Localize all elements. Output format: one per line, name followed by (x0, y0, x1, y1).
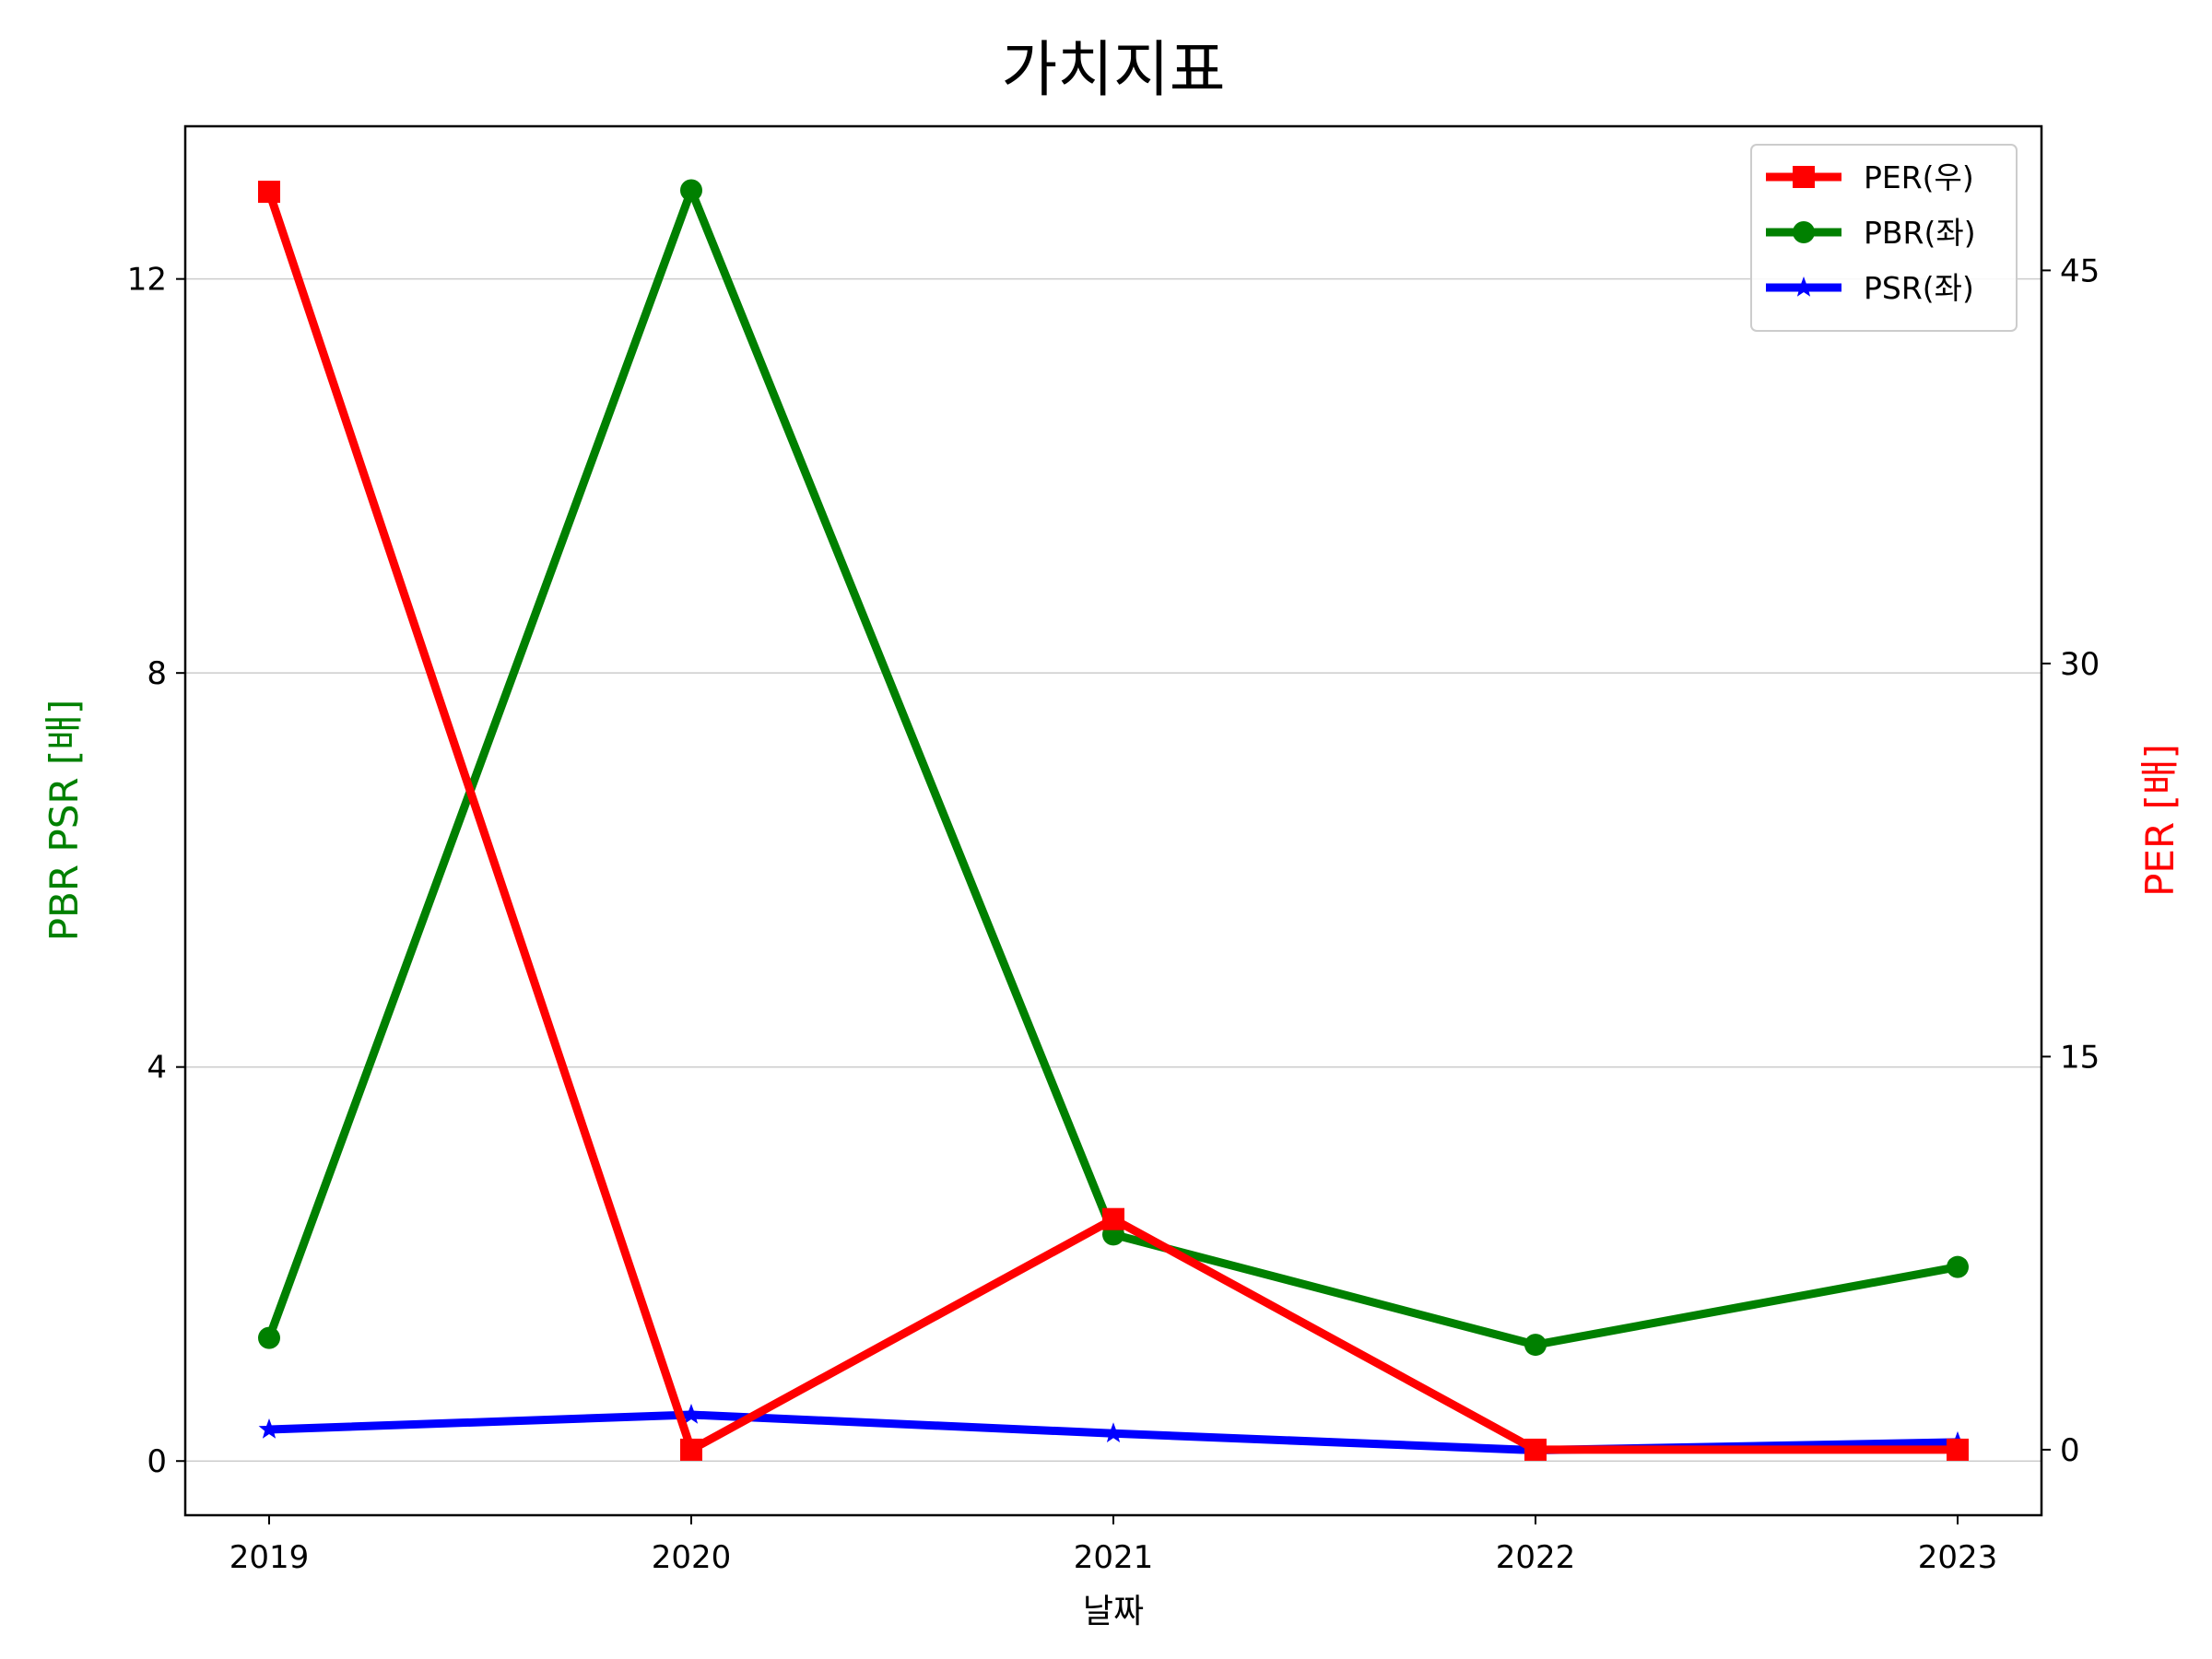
right-y-axis-label: PER [배] (2137, 744, 2183, 897)
right-y-tick-label-0: 0 (2060, 1432, 2080, 1469)
legend-swatch-marker-psr (1793, 276, 1815, 297)
data-point-per-2021 (1102, 1207, 1124, 1230)
left-y-tick-label-8: 8 (147, 655, 167, 692)
data-point-pbr-2022 (1524, 1334, 1547, 1357)
left-y-tick-label-0: 0 (147, 1443, 167, 1480)
legend-swatch-marker-pbr (1793, 221, 1815, 243)
x-axis: 2019 2020 2021 2022 2023 (229, 1515, 1998, 1576)
right-y-tick-label-45: 45 (2060, 253, 2100, 289)
right-y-axis: 0 15 30 45 (2041, 253, 2100, 1469)
data-point-pbr-2020 (680, 179, 702, 202)
data-point-psr-2020 (680, 1404, 702, 1424)
data-point-psr-2021 (1102, 1422, 1124, 1442)
data-point-per-2022 (1524, 1438, 1547, 1461)
left-y-axis-label: PBR PSR [배] (41, 700, 87, 942)
left-y-axis: 0 4 8 12 (127, 262, 185, 1480)
series-line-per (265, 187, 1962, 1454)
x-tick-label-2020: 2020 (652, 1539, 732, 1576)
x-tick-label-2022: 2022 (1496, 1539, 1576, 1576)
legend-label-psr: PSR(좌) (1864, 270, 1974, 306)
gridlines (185, 277, 2041, 1462)
series-pbr (258, 179, 1969, 1357)
x-axis-label: 날짜 (1083, 1593, 1144, 1630)
legend-label-pbr: PBR(좌) (1864, 215, 1976, 251)
data-point-per-2023 (1947, 1438, 1969, 1461)
right-y-tick-label-30: 30 (2060, 646, 2100, 683)
data-point-per-2019 (258, 181, 280, 204)
legend-swatch-marker-per (1793, 166, 1815, 188)
data-point-pbr-2023 (1947, 1255, 1969, 1278)
x-tick-label-2021: 2021 (1074, 1539, 1154, 1576)
left-y-tick-label-12: 12 (127, 262, 167, 299)
series-per (258, 181, 1969, 1461)
legend: PER(우) PBR(좌) PSR(좌) (1750, 144, 2018, 332)
series-layer (258, 179, 1969, 1461)
chart-title: 가치지표 (1002, 34, 1226, 105)
data-point-psr-2019 (258, 1418, 280, 1439)
legend-label-per: PER(우) (1864, 159, 1974, 195)
series-line-pbr (265, 186, 1962, 1349)
right-y-tick-label-15: 15 (2060, 1039, 2100, 1076)
data-point-per-2020 (680, 1438, 702, 1461)
x-tick-label-2019: 2019 (229, 1539, 310, 1576)
x-tick-label-2023: 2023 (1918, 1539, 1998, 1576)
data-point-pbr-2019 (258, 1326, 280, 1349)
left-y-tick-label-4: 4 (147, 1050, 167, 1087)
